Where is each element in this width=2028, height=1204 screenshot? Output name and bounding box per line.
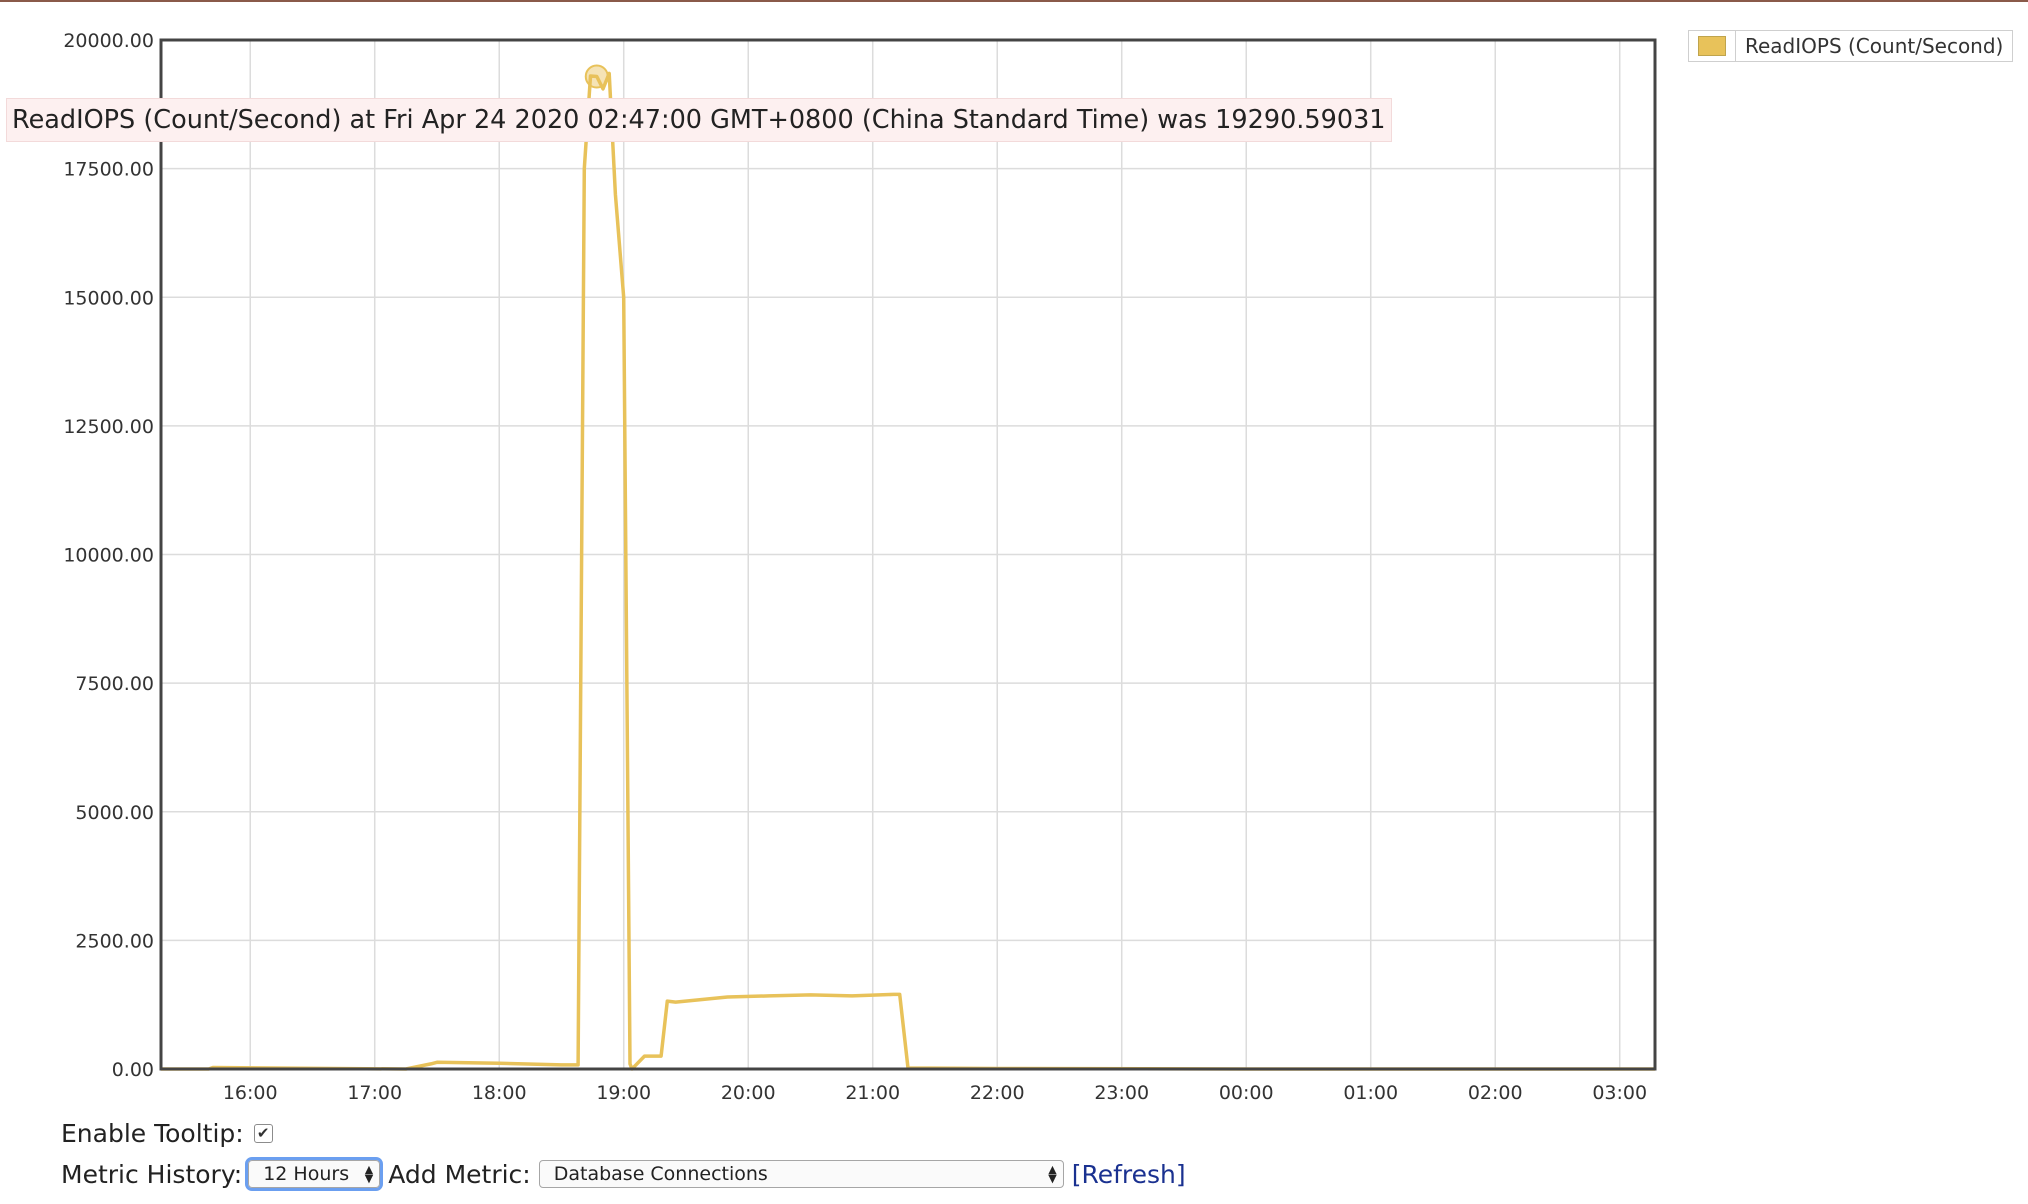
x-tick-label: 19:00 xyxy=(596,1082,651,1104)
select-arrows-icon: ▲ ▼ xyxy=(1048,1163,1057,1185)
series-line-readiops xyxy=(161,71,1655,1071)
highlighted-data-point[interactable] xyxy=(584,64,609,89)
x-tick-label: 16:00 xyxy=(223,1082,278,1104)
x-tick-label: 18:00 xyxy=(472,1082,527,1104)
legend: ReadIOPS (Count/Second) xyxy=(1688,30,2014,62)
x-tick-label: 01:00 xyxy=(1343,1082,1398,1104)
y-axis-ticks: 0.00 2500.00 5000.00 7500.00 10000.00 12500.0… xyxy=(63,30,154,1081)
metric-history-select[interactable]: 12 Hours ▲ ▼ xyxy=(245,1157,384,1191)
enable-tooltip-label: Enable Tooltip: xyxy=(61,1118,244,1148)
y-tick-label: 17500.00 xyxy=(63,159,154,181)
hover-tooltip: ReadIOPS (Count/Second) at Fri Apr 24 20… xyxy=(6,98,1392,142)
refresh-link[interactable]: [Refresh] xyxy=(1071,1159,1186,1189)
select-arrows-icon: ▲ ▼ xyxy=(364,1163,374,1185)
legend-swatch-box xyxy=(1689,31,1736,61)
y-tick-label: 0.00 xyxy=(112,1059,154,1081)
add-metric-select[interactable]: Database Connections ▲ ▼ xyxy=(538,1160,1064,1188)
x-tick-label: 17:00 xyxy=(347,1082,402,1104)
legend-label: ReadIOPS (Count/Second) xyxy=(1745,34,2004,58)
x-axis-ticks: 16:00 17:00 18:00 19:00 20:00 21:00 22:00 23:00… xyxy=(223,1082,1647,1104)
y-tick-label: 5000.00 xyxy=(75,802,154,824)
enable-tooltip-checkbox[interactable]: ✔ xyxy=(253,1123,273,1143)
y-tick-label: 7500.00 xyxy=(75,673,154,695)
x-tick-label: 02:00 xyxy=(1468,1082,1523,1104)
series-layer xyxy=(161,64,1655,1071)
y-tick-label: 10000.00 xyxy=(63,545,154,567)
enable-tooltip-row: Enable Tooltip: ✔ xyxy=(61,1116,273,1150)
metric-history-value: 12 Hours xyxy=(263,1163,350,1185)
top-rule xyxy=(0,0,2028,2)
add-metric-value: Database Connections xyxy=(553,1163,768,1185)
x-tick-label: 03:00 xyxy=(1592,1082,1647,1104)
x-tick-label: 21:00 xyxy=(845,1082,900,1104)
y-tick-label: 20000.00 xyxy=(63,30,154,52)
grid-lines xyxy=(161,39,1655,1070)
y-tick-label: 12500.00 xyxy=(63,416,154,438)
readiops-chart: 0.00 2500.00 5000.00 7500.00 10000.00 12500.0… xyxy=(63,30,1657,1104)
y-tick-label: 15000.00 xyxy=(63,287,154,309)
legend-swatch xyxy=(1698,36,1726,56)
metric-history-label: Metric History: xyxy=(61,1159,243,1189)
plot-frame xyxy=(159,38,1657,1071)
x-tick-label: 22:00 xyxy=(970,1082,1025,1104)
x-tick-label: 20:00 xyxy=(721,1082,776,1104)
x-tick-label: 23:00 xyxy=(1094,1082,1149,1104)
x-tick-label: 00:00 xyxy=(1219,1082,1274,1104)
add-metric-label: Add Metric: xyxy=(388,1159,531,1189)
metric-history-row: Metric History: 12 Hours ▲ ▼ Add Metric: … xyxy=(61,1156,1186,1192)
y-tick-label: 2500.00 xyxy=(75,930,154,952)
